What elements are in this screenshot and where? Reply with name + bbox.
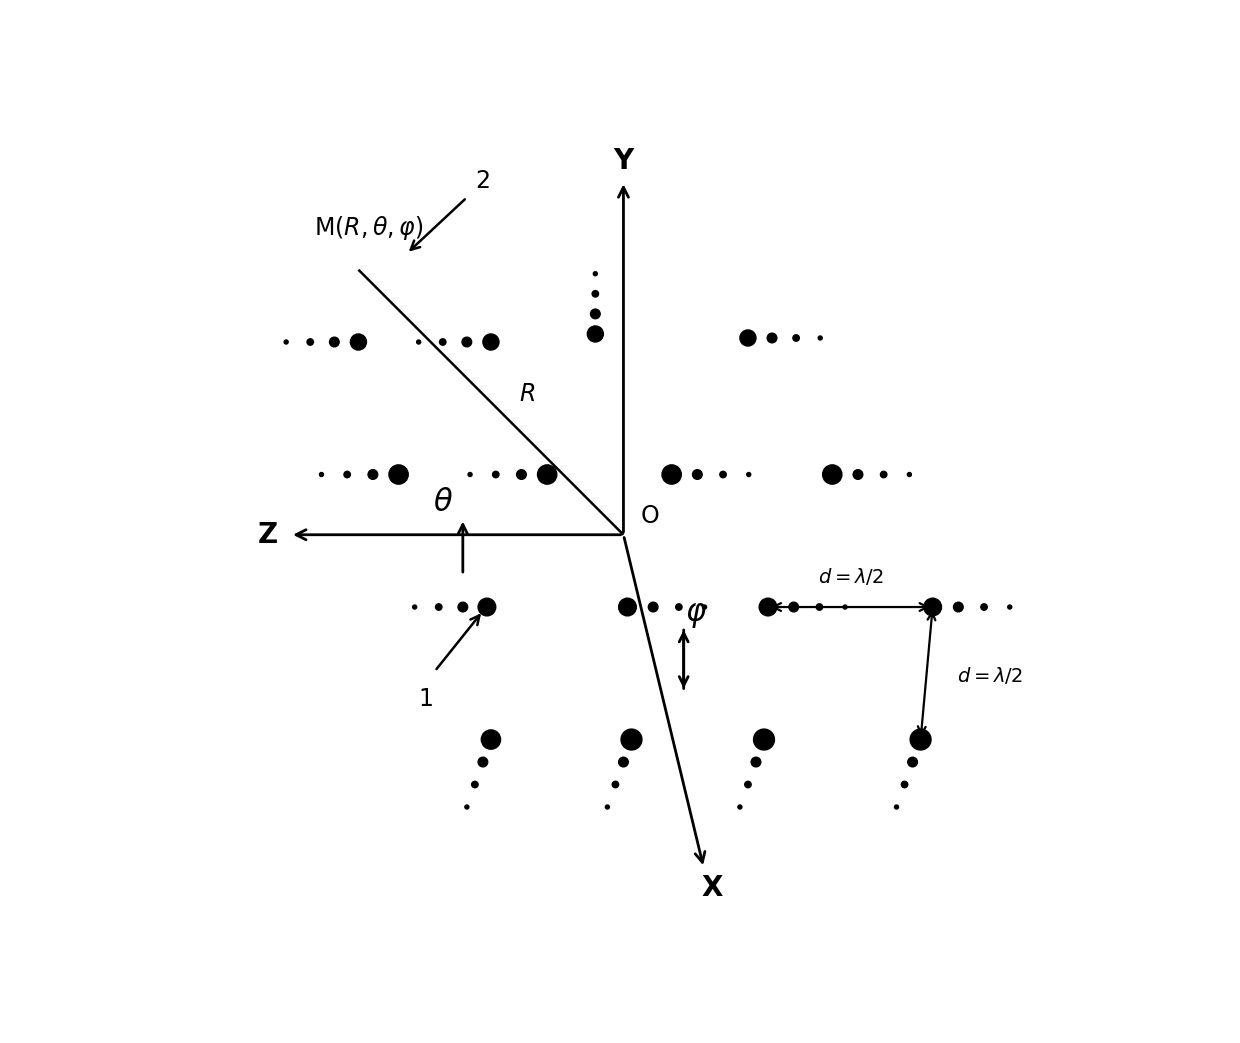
Circle shape xyxy=(619,599,636,615)
Circle shape xyxy=(308,339,314,345)
Text: Z: Z xyxy=(258,520,278,549)
Text: 2: 2 xyxy=(475,169,490,193)
Circle shape xyxy=(463,337,471,347)
Circle shape xyxy=(613,781,619,787)
Circle shape xyxy=(880,471,887,478)
Circle shape xyxy=(590,309,600,319)
Circle shape xyxy=(619,757,629,767)
Circle shape xyxy=(816,604,822,610)
Circle shape xyxy=(662,465,681,484)
Circle shape xyxy=(593,272,598,275)
Circle shape xyxy=(435,604,441,610)
Circle shape xyxy=(284,340,288,344)
Circle shape xyxy=(413,605,417,609)
Circle shape xyxy=(745,781,751,787)
Circle shape xyxy=(853,469,863,480)
Circle shape xyxy=(768,333,776,343)
Circle shape xyxy=(894,805,899,809)
Circle shape xyxy=(517,469,526,480)
Text: O: O xyxy=(641,505,660,529)
Text: $d = \lambda/2$: $d = \lambda/2$ xyxy=(957,664,1023,686)
Text: $\varphi$: $\varphi$ xyxy=(684,601,707,630)
Circle shape xyxy=(465,805,469,809)
Circle shape xyxy=(458,602,467,612)
Circle shape xyxy=(471,781,479,787)
Circle shape xyxy=(439,339,446,345)
Circle shape xyxy=(605,805,609,809)
Circle shape xyxy=(908,757,918,767)
Circle shape xyxy=(467,472,472,477)
Circle shape xyxy=(754,729,775,750)
Circle shape xyxy=(924,599,941,615)
Circle shape xyxy=(537,465,557,484)
Circle shape xyxy=(481,730,501,749)
Circle shape xyxy=(818,336,822,340)
Circle shape xyxy=(910,729,931,750)
Circle shape xyxy=(759,599,776,615)
Circle shape xyxy=(740,330,756,346)
Circle shape xyxy=(492,471,498,478)
Circle shape xyxy=(320,472,324,477)
Circle shape xyxy=(954,602,963,612)
Circle shape xyxy=(676,604,682,610)
Text: 1: 1 xyxy=(419,687,434,711)
Circle shape xyxy=(479,757,487,767)
Circle shape xyxy=(703,605,707,609)
Circle shape xyxy=(901,781,908,787)
Text: $d = \lambda/2$: $d = \lambda/2$ xyxy=(817,566,884,587)
Circle shape xyxy=(692,469,702,480)
Circle shape xyxy=(351,334,367,350)
Circle shape xyxy=(368,469,378,480)
Circle shape xyxy=(417,340,420,344)
Circle shape xyxy=(751,757,761,767)
Text: X: X xyxy=(701,874,723,902)
Circle shape xyxy=(649,602,658,612)
Circle shape xyxy=(908,472,911,477)
Circle shape xyxy=(482,334,498,350)
Circle shape xyxy=(389,465,408,484)
Text: M$(R,\theta,\varphi)$: M$(R,\theta,\varphi)$ xyxy=(314,214,424,242)
Circle shape xyxy=(720,471,727,478)
Text: $\theta$: $\theta$ xyxy=(433,488,453,517)
Circle shape xyxy=(981,604,987,610)
Circle shape xyxy=(789,602,799,612)
Circle shape xyxy=(621,729,642,750)
Text: R: R xyxy=(520,382,536,406)
Circle shape xyxy=(1008,605,1012,609)
Circle shape xyxy=(792,335,800,341)
Circle shape xyxy=(479,599,496,615)
Circle shape xyxy=(738,805,742,809)
Circle shape xyxy=(843,605,847,609)
Text: Y: Y xyxy=(614,147,634,175)
Circle shape xyxy=(588,325,604,342)
Circle shape xyxy=(330,337,340,347)
Circle shape xyxy=(593,291,599,297)
Circle shape xyxy=(822,465,842,484)
Circle shape xyxy=(746,472,750,477)
Circle shape xyxy=(343,471,351,478)
